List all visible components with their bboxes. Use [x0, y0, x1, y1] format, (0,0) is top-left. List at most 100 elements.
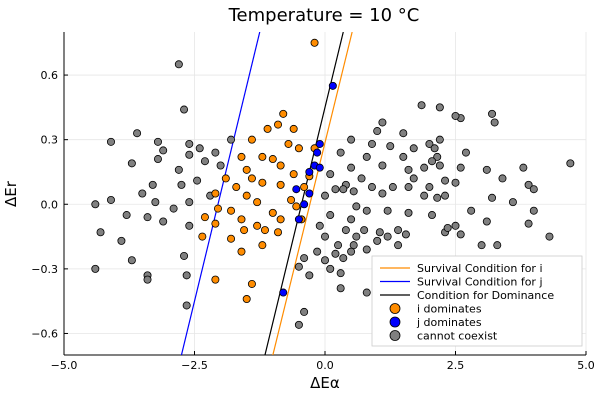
data-point — [467, 206, 476, 215]
data-point — [315, 163, 324, 172]
data-point — [268, 155, 277, 164]
data-point — [200, 213, 209, 222]
condition-line — [272, 32, 353, 355]
data-point — [326, 170, 335, 179]
data-point — [242, 191, 251, 200]
x-tick-label: 2.5 — [447, 359, 465, 372]
data-point — [284, 139, 293, 148]
data-point — [456, 230, 465, 239]
data-point — [143, 275, 152, 284]
data-point — [227, 135, 236, 144]
legend-label: i dominates — [417, 303, 482, 316]
data-point — [237, 247, 246, 256]
data-point — [313, 148, 322, 157]
data-point — [185, 139, 194, 148]
data-point — [352, 232, 361, 241]
data-point — [498, 174, 507, 183]
data-point — [394, 241, 403, 250]
y-tick-label: 0.6 — [41, 69, 59, 82]
y-axis-label: ΔEr — [2, 180, 20, 207]
data-point — [106, 195, 115, 204]
data-point — [326, 211, 335, 220]
data-point — [378, 189, 387, 198]
legend-marker-swatch — [389, 316, 401, 328]
data-point — [383, 232, 392, 241]
data-point — [451, 178, 460, 187]
data-point — [430, 144, 439, 153]
data-point — [360, 226, 369, 235]
data-point — [349, 187, 358, 196]
data-point — [276, 161, 285, 170]
data-point — [195, 144, 204, 153]
data-point — [198, 232, 207, 241]
data-point — [508, 198, 517, 207]
data-point — [151, 198, 160, 207]
data-point — [347, 163, 356, 172]
y-tick-label: −0.3 — [31, 263, 58, 276]
data-point — [331, 185, 340, 194]
data-point — [258, 178, 267, 187]
data-point — [227, 234, 236, 243]
data-point — [211, 219, 220, 228]
data-point — [347, 135, 356, 144]
data-point — [394, 226, 403, 235]
data-point — [519, 163, 528, 172]
data-point — [331, 249, 340, 258]
data-point — [409, 174, 418, 183]
data-point — [425, 183, 434, 192]
data-point — [133, 129, 142, 138]
data-point — [153, 155, 162, 164]
data-point — [242, 165, 251, 174]
data-point — [373, 236, 382, 245]
data-point — [357, 174, 366, 183]
data-point — [276, 215, 285, 224]
data-point — [482, 165, 491, 174]
x-tick-label: −5.0 — [51, 359, 78, 372]
legend-marker-swatch — [389, 330, 401, 341]
data-point — [433, 152, 442, 161]
data-point — [367, 139, 376, 148]
data-point — [253, 198, 262, 207]
data-point — [456, 163, 465, 172]
data-point — [221, 174, 230, 183]
data-point — [417, 101, 426, 110]
data-point — [182, 271, 191, 280]
data-point — [268, 208, 277, 217]
data-point — [490, 118, 499, 127]
data-point — [106, 137, 115, 146]
x-tick-label: 0.0 — [316, 359, 334, 372]
data-point — [216, 161, 225, 170]
data-point — [237, 215, 246, 224]
data-point — [294, 215, 303, 224]
data-point — [320, 191, 329, 200]
data-point — [91, 200, 100, 209]
data-point — [247, 135, 256, 144]
legend-marker-swatch — [389, 303, 401, 314]
data-point — [294, 262, 303, 271]
data-point — [193, 176, 202, 185]
data-point — [153, 137, 162, 146]
data-point — [242, 295, 251, 304]
data-point — [91, 264, 100, 273]
data-point — [96, 228, 105, 237]
data-point — [159, 217, 168, 226]
data-point — [443, 223, 452, 232]
x-tick-label: −2.5 — [181, 359, 208, 372]
data-point — [289, 124, 298, 133]
data-point — [566, 159, 575, 168]
data-point — [336, 148, 345, 157]
data-point — [341, 226, 350, 235]
data-point — [315, 139, 324, 148]
data-point — [441, 191, 450, 200]
data-point — [169, 204, 178, 213]
data-point — [211, 189, 220, 198]
data-point — [399, 152, 408, 161]
data-point — [240, 226, 249, 235]
data-point — [127, 159, 136, 168]
data-point — [174, 60, 183, 69]
data-point — [339, 185, 348, 194]
data-point — [404, 165, 413, 174]
data-point — [545, 232, 554, 241]
data-point — [159, 146, 168, 155]
